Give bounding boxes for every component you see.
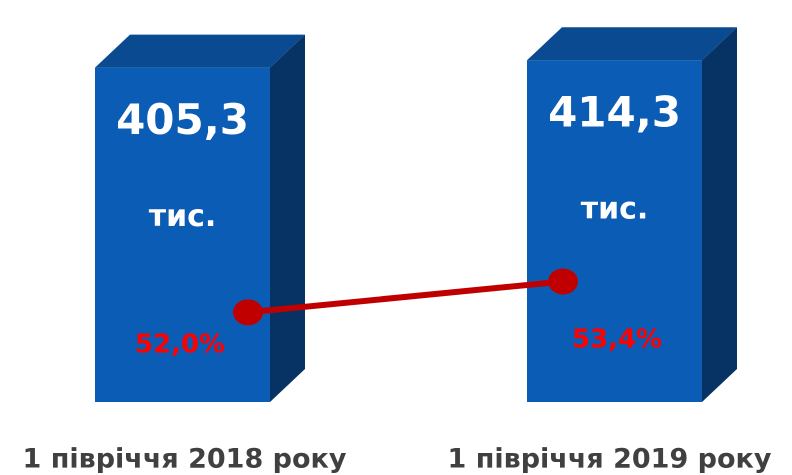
line	[247, 278, 564, 316]
value-label: 53,4%	[572, 325, 662, 355]
bar	[95, 67, 270, 402]
bar-top	[527, 27, 737, 61]
value-label: 405,3	[116, 95, 249, 144]
line-point	[548, 268, 578, 295]
bar-side	[270, 34, 305, 402]
x-tick-label: 1 півріччя 2019 року	[448, 444, 772, 475]
bar-side	[702, 27, 737, 402]
x-tick-label: 1 півріччя 2018 року	[23, 444, 347, 475]
value-label: 52,0%	[135, 330, 225, 360]
bars: 405,3 тис. 414,3 тис.	[95, 27, 737, 402]
bar	[527, 60, 702, 402]
bar-top	[95, 34, 305, 68]
value-label: 414,3	[548, 88, 681, 137]
unit-label: тис.	[149, 199, 217, 234]
line-layer: 52,0% 53,4%	[135, 268, 662, 360]
line-point	[233, 299, 263, 326]
unit-label: тис.	[581, 192, 649, 227]
